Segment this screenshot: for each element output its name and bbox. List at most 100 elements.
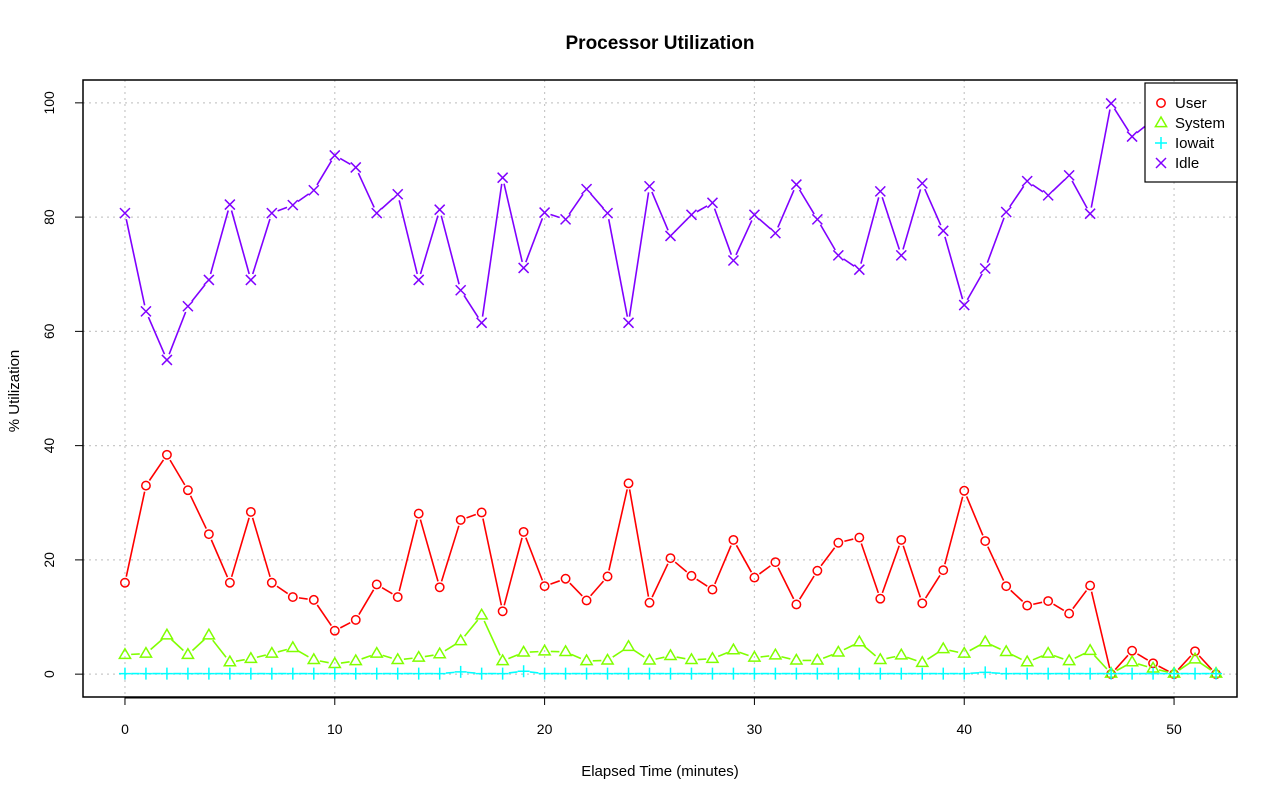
series-line-segment (590, 580, 605, 597)
data-point (413, 274, 425, 286)
data-point (1021, 667, 1034, 680)
data-point (1148, 658, 1159, 669)
series-line-segment (633, 649, 645, 658)
data-point (244, 667, 257, 680)
series-line-segment (466, 671, 476, 674)
data-point (453, 633, 468, 646)
data-point (266, 577, 277, 588)
data-point (895, 667, 908, 680)
data-point (664, 230, 677, 242)
data-point (264, 646, 279, 658)
series-line-segment (590, 193, 605, 209)
data-point (118, 667, 131, 680)
data-point (140, 305, 152, 317)
series-line-segment (1009, 185, 1025, 208)
data-point (789, 652, 804, 665)
series-line-segment (986, 217, 1005, 263)
data-point (831, 644, 846, 657)
data-point (1126, 131, 1138, 143)
series-line-segment (550, 580, 561, 585)
series-line-segment (987, 546, 1005, 581)
data-point (412, 667, 425, 680)
series-line-segment (212, 639, 227, 658)
legend-label: System (1175, 115, 1225, 132)
data-point (496, 667, 509, 680)
data-point (957, 646, 972, 658)
data-point (160, 667, 173, 680)
data-point (1063, 667, 1076, 680)
data-point (1127, 645, 1138, 656)
series-line-segment (1033, 601, 1043, 606)
data-point (1021, 175, 1033, 187)
data-point (327, 656, 342, 669)
series-line-segment (230, 517, 250, 578)
series-line-segment (319, 660, 329, 664)
data-point (727, 667, 740, 680)
data-point (1084, 667, 1097, 680)
series-line-segment (844, 538, 854, 543)
series-line-segment (1158, 665, 1169, 673)
data-point (203, 529, 214, 540)
data-point (181, 667, 194, 680)
series-line-segment (1113, 108, 1130, 132)
data-point (812, 565, 823, 576)
series-line-segment (419, 519, 439, 582)
data-point (539, 207, 551, 219)
data-point (1105, 667, 1118, 680)
series-line-segment (189, 495, 207, 529)
series-line-segment (382, 654, 393, 659)
data-point (770, 557, 781, 568)
series-line-segment (758, 218, 772, 230)
series-line-segment (256, 654, 267, 659)
data-point (790, 667, 803, 680)
series-line-segment (608, 489, 628, 571)
data-point (811, 667, 824, 680)
series-line-segment (1052, 179, 1066, 192)
series-system (118, 607, 1223, 678)
series-line-segment (525, 537, 544, 581)
data-point (938, 565, 949, 576)
series-line-segment (819, 224, 836, 251)
data-point (999, 644, 1014, 657)
series-line-segment (886, 655, 896, 660)
data-point (181, 647, 195, 660)
data-point (915, 655, 930, 668)
data-point (832, 667, 845, 680)
series-line-segment (966, 273, 983, 301)
series-line-segment (1198, 655, 1213, 671)
data-point (329, 149, 341, 161)
data-point (139, 667, 152, 680)
series-line-segment (525, 218, 544, 263)
series-line-segment (843, 644, 855, 651)
data-point (1190, 646, 1200, 657)
data-point (1064, 608, 1075, 619)
data-point (391, 667, 404, 680)
series-line-segment (339, 622, 351, 629)
series-line-segment (147, 316, 166, 355)
data-point (978, 634, 993, 647)
series-line-segment (969, 644, 981, 652)
series-line-segment (568, 193, 584, 215)
legend: User System Iowait Idle (1144, 82, 1238, 183)
series-line-segment (628, 489, 650, 597)
data-point (161, 449, 172, 460)
x-tick-label: 0 (121, 721, 129, 737)
data-point (182, 300, 194, 312)
data-point (182, 485, 193, 496)
data-point (454, 665, 467, 678)
data-point (894, 647, 909, 660)
series-line-segment (570, 653, 582, 660)
data-point (685, 667, 698, 680)
series-line-segment (1116, 664, 1128, 672)
data-point (287, 592, 298, 602)
series-line-segment (569, 582, 583, 597)
data-point (1147, 667, 1160, 680)
series-line-segment (1071, 180, 1088, 209)
series-line-segment (1158, 669, 1169, 673)
data-point (1042, 667, 1055, 680)
data-point (1000, 206, 1012, 218)
series-line-segment (483, 620, 501, 656)
data-point (518, 526, 529, 537)
series-line-segment (820, 547, 836, 567)
series-line-segment (125, 219, 146, 306)
